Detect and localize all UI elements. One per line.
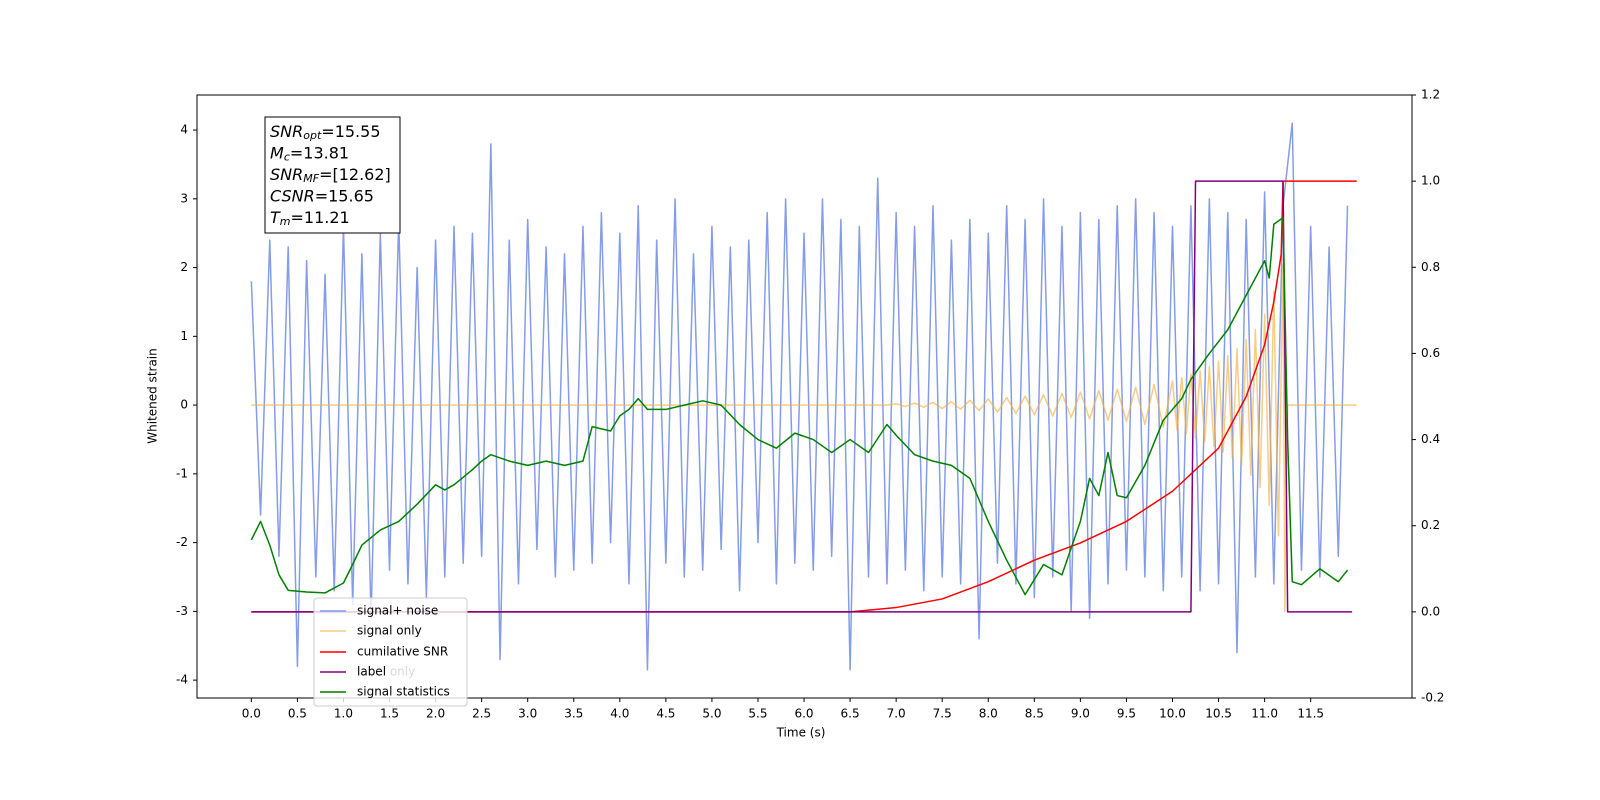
x-tick-label: 4.5 — [656, 707, 675, 721]
x-tick-label: 1.0 — [334, 707, 353, 721]
annotation-text: =13.81 — [290, 143, 349, 162]
plot-frame — [196, 94, 1413, 699]
x-tick-label: 8.0 — [979, 707, 998, 721]
x-tick-label: 0.5 — [288, 707, 307, 721]
y-tick-label: 2 — [180, 260, 188, 274]
plot-area — [250, 122, 1357, 671]
series-line — [251, 263, 1357, 613]
y-tick-label: 4 — [180, 123, 188, 137]
annotation-name: T — [270, 208, 281, 227]
x-tick-label: 0.0 — [242, 707, 261, 721]
x-tick-label: 8.5 — [1025, 707, 1044, 721]
x-tick-label: 11.0 — [1251, 707, 1278, 721]
y2-tick-label: 0.0 — [1421, 604, 1440, 618]
y-tick-label: -4 — [176, 673, 188, 687]
series-line — [250, 217, 1349, 596]
x-axis-label: Time (s) — [776, 726, 826, 740]
x-tick-label: 11.5 — [1297, 707, 1324, 721]
annotation-sub: MF — [303, 172, 319, 185]
x-tick-label: 5.0 — [702, 707, 721, 721]
annotation-name: SNR — [270, 165, 303, 184]
x-tick-label: 10.0 — [1159, 707, 1186, 721]
x-tick-label: 1.5 — [380, 707, 399, 721]
x-tick-label: 7.0 — [887, 707, 906, 721]
annotation-text: =15.55 — [321, 122, 380, 141]
annotation-box — [264, 116, 401, 234]
y-tick-label: 0 — [180, 398, 188, 412]
y-tick-label: 3 — [180, 191, 188, 205]
y2-tick-label: 0.6 — [1421, 346, 1440, 360]
y-axis-label: Whitened strain — [146, 348, 160, 444]
series-line — [250, 122, 1349, 671]
y2-tick-label: 0.2 — [1421, 518, 1440, 532]
y2-tick-label: -0.2 — [1421, 691, 1444, 705]
annotation-name: M — [270, 143, 284, 162]
x-tick-label: 9.0 — [1071, 707, 1090, 721]
x-tick-label: 6.5 — [841, 707, 860, 721]
annotation-name: CSNR — [270, 186, 315, 205]
x-tick-label: 2.5 — [472, 707, 491, 721]
annotation: CSNR=15.65 — [270, 186, 374, 205]
y-tick-label: -3 — [176, 604, 188, 618]
annotation: SNRopt=15.55 — [270, 122, 381, 143]
annotation: SNRMF=[12.62] — [270, 165, 391, 186]
annotation-sub: opt — [303, 129, 322, 142]
series-line — [251, 180, 1357, 613]
y2-tick-label: 0.8 — [1421, 260, 1440, 274]
legend-label: signal+ noise — [357, 604, 438, 618]
annotation-name: SNR — [270, 122, 303, 141]
annotation-sub: m — [280, 215, 291, 228]
x-tick-label: 5.5 — [748, 707, 767, 721]
y-tick-label: -2 — [176, 535, 188, 549]
y-tick-label: 1 — [180, 329, 188, 343]
legend-box — [313, 597, 468, 707]
y2-tick-label: 1.0 — [1421, 174, 1440, 188]
annotation: Mc=13.81 — [270, 143, 349, 164]
annotation-sub: c — [284, 151, 290, 164]
annotation-text: =11.21 — [291, 208, 350, 227]
legend-label: signal only — [357, 624, 422, 638]
legend-label: cumilative SNR — [357, 645, 448, 659]
y2-tick-label: 1.2 — [1421, 88, 1440, 102]
x-tick-label: 9.5 — [1117, 707, 1136, 721]
x-tick-label: 3.5 — [564, 707, 583, 721]
legend-label: signal statistics — [357, 685, 450, 699]
x-tick-label: 10.5 — [1205, 707, 1232, 721]
y-tick-label: -1 — [176, 466, 188, 480]
x-tick-label: 3.0 — [518, 707, 537, 721]
legend-hidden-label: label only — [357, 665, 415, 679]
x-tick-label: 7.5 — [933, 707, 952, 721]
annotation-text: =[12.62] — [319, 165, 391, 184]
x-tick-label: 6.0 — [794, 707, 813, 721]
annotation-text: =15.65 — [315, 186, 374, 205]
annotation: Tm=11.21 — [270, 208, 350, 229]
x-tick-label: 2.0 — [426, 707, 445, 721]
legend-label: label — [357, 665, 386, 679]
x-tick-label: 4.0 — [610, 707, 629, 721]
y2-tick-label: 0.4 — [1421, 432, 1440, 446]
series-line — [251, 180, 1353, 613]
